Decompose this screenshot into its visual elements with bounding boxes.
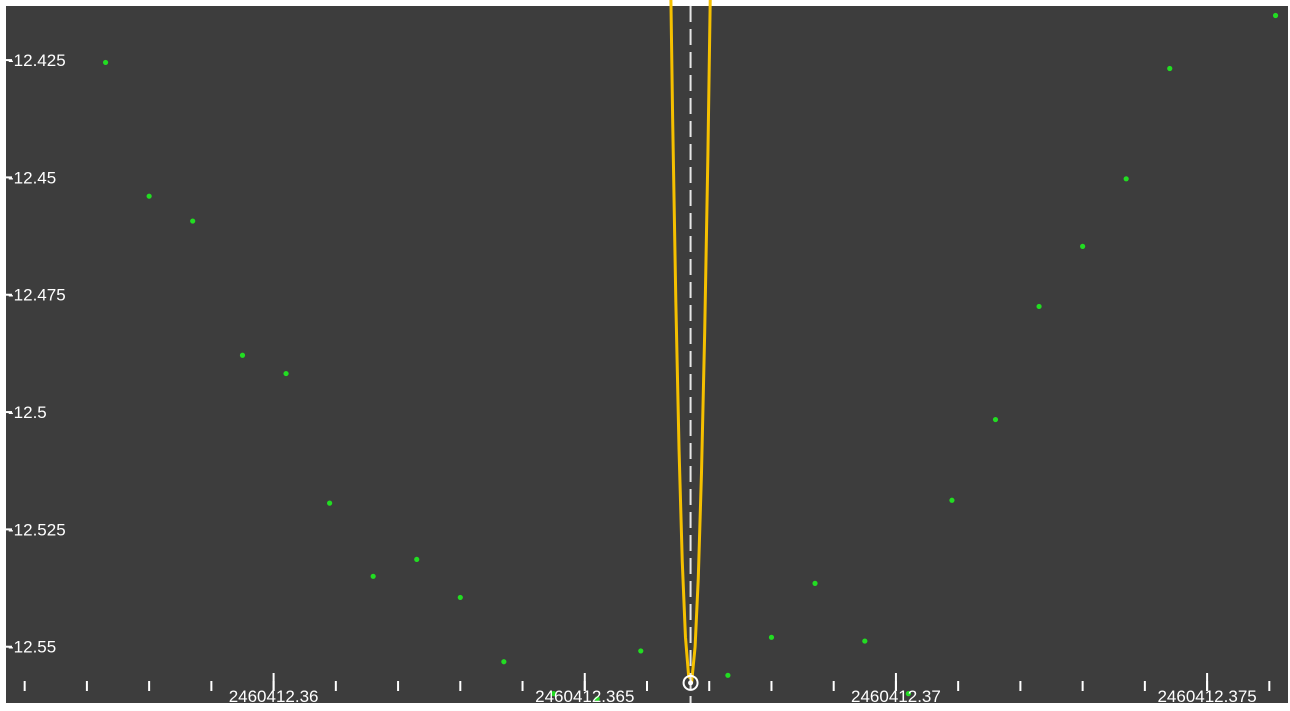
data-point (239, 352, 246, 358)
data-point (501, 659, 507, 665)
data-point (414, 556, 420, 563)
data-point (327, 500, 333, 506)
y-tick-label: -12.475 (8, 286, 66, 305)
data-point (102, 59, 109, 66)
data-point (1123, 176, 1129, 182)
data-point (725, 672, 731, 678)
data-point (862, 638, 868, 644)
y-tick-label: -12.525 (8, 520, 66, 539)
minimum-marker-center (688, 680, 694, 686)
data-point (812, 580, 818, 586)
x-tick-label: 2460412.365 (535, 687, 634, 706)
plot-background (6, 6, 1288, 703)
y-axis: -12.425 -12.45 -12.475 -12.5 -12.525 -12.55 (6, 51, 66, 657)
data-point (457, 594, 463, 601)
data-point (905, 691, 911, 697)
x-tick-label: 2460412.375 (1157, 687, 1256, 706)
y-tick-label: -12.45 (8, 168, 56, 187)
data-point (283, 370, 289, 377)
data-point (370, 573, 376, 579)
data-point (768, 634, 775, 640)
data-point (638, 648, 644, 654)
data-point (146, 193, 152, 199)
minimum-marker (682, 674, 699, 691)
data-point (949, 497, 955, 503)
data-point (1080, 243, 1086, 249)
y-tick-label: -12.425 (8, 51, 66, 70)
data-points (102, 12, 1279, 702)
x-tick-label: 2460412.36 (229, 687, 319, 706)
x-axis: 2460412.36 2460412.365 2460412.37 2460412.3… (23, 673, 1271, 706)
data-point (594, 696, 600, 702)
x-tick-label: 2460412.37 (851, 687, 941, 706)
data-point (1167, 65, 1173, 72)
y-tick-label: -12.55 (8, 638, 56, 657)
y-tick-label: -12.5 (8, 403, 47, 422)
data-point (1272, 12, 1279, 19)
data-point (992, 416, 999, 423)
data-point (190, 218, 196, 224)
minimum-marker-layer (682, 674, 699, 691)
data-point (551, 691, 557, 697)
data-point (1036, 303, 1042, 310)
